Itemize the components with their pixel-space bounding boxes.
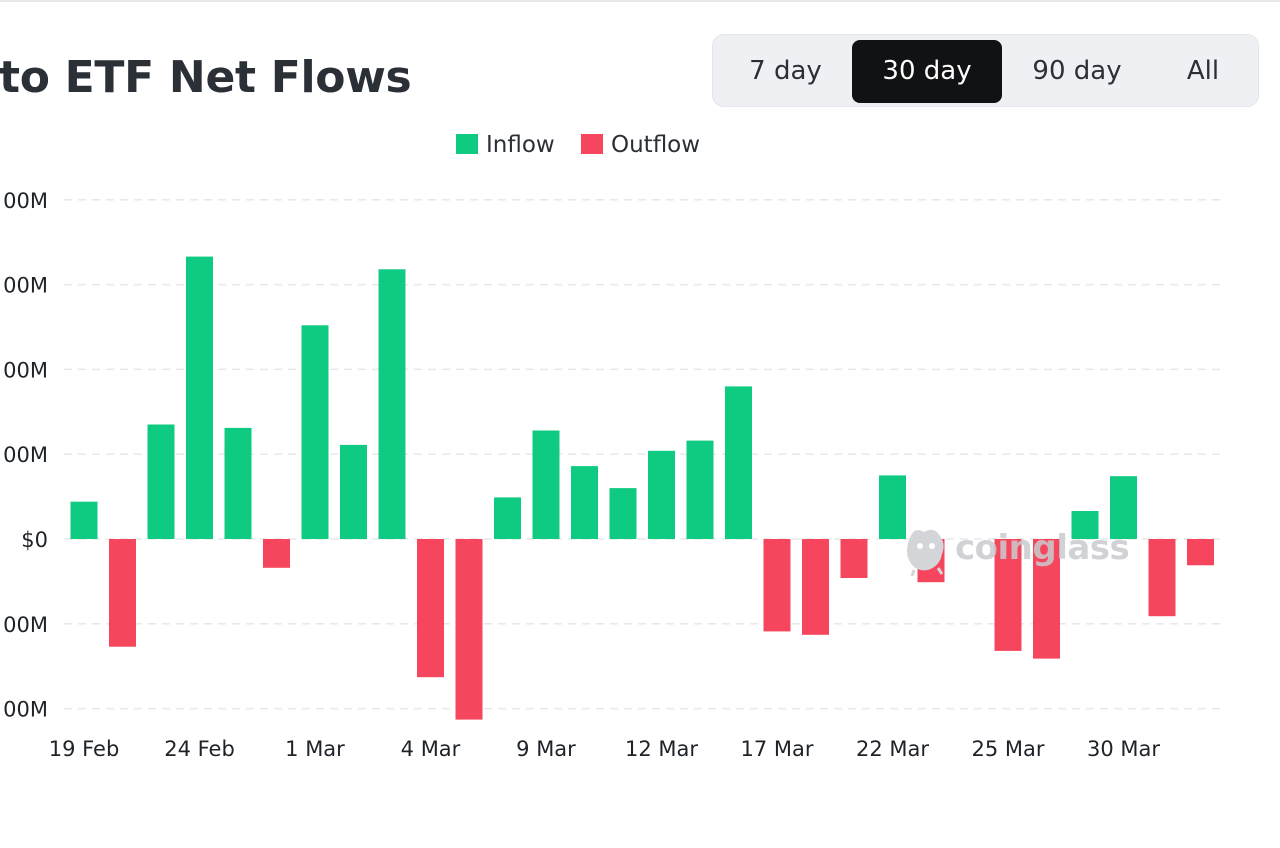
outflow-swatch	[581, 134, 603, 154]
bar-outflow[interactable]	[1148, 539, 1176, 617]
legend-item-inflow[interactable]: Inflow	[456, 130, 555, 160]
bar-inflow[interactable]	[147, 424, 175, 540]
y-tick-label: $0	[21, 528, 48, 552]
bar-inflow[interactable]	[725, 386, 752, 539]
bar-outflow[interactable]	[109, 539, 136, 647]
x-tick-label: 4 Mar	[401, 737, 461, 761]
y-tick-label: 00M	[3, 358, 48, 382]
x-tick-label: 19 Feb	[49, 737, 120, 761]
legend-inflow-label: Inflow	[486, 132, 555, 158]
bar-outflow[interactable]	[917, 539, 945, 583]
bar-outflow[interactable]	[802, 539, 829, 635]
bar-outflow[interactable]	[1033, 539, 1060, 659]
time-range-selector: 7 day 30 day 90 day All	[712, 34, 1259, 107]
bar-inflow[interactable]	[224, 427, 252, 539]
bar-inflow[interactable]	[340, 444, 367, 539]
bar-inflow[interactable]	[1110, 476, 1137, 539]
bar-inflow[interactable]	[609, 488, 637, 539]
bar-outflow[interactable]	[763, 539, 791, 632]
x-tick-label: 25 Mar	[971, 737, 1044, 761]
legend-item-outflow[interactable]: Outflow	[581, 130, 700, 160]
x-tick-label: 24 Feb	[164, 737, 235, 761]
bar-inflow[interactable]	[532, 430, 560, 540]
tab-7-day[interactable]: 7 day	[749, 56, 822, 86]
x-tick-label: 17 Mar	[740, 737, 813, 761]
bar-inflow[interactable]	[301, 325, 329, 539]
bar-inflow[interactable]	[686, 440, 714, 539]
bar-outflow[interactable]	[994, 539, 1022, 651]
y-tick-label: 00M	[3, 443, 48, 467]
bar-inflow[interactable]	[879, 475, 906, 539]
bar-outflow[interactable]	[417, 539, 444, 678]
legend-outflow-label: Outflow	[611, 132, 701, 158]
x-tick-label: 22 Mar	[856, 737, 929, 761]
bar-outflow[interactable]	[1187, 539, 1214, 566]
x-tick-label: 9 Mar	[516, 737, 576, 761]
x-tick-label: 30 Mar	[1087, 737, 1160, 761]
bar-inflow[interactable]	[1071, 511, 1099, 539]
bar-outflow[interactable]	[455, 539, 483, 720]
bar-inflow[interactable]	[186, 256, 213, 539]
bar-inflow[interactable]	[648, 450, 675, 539]
y-tick-label: 00M	[3, 613, 48, 637]
bar-inflow[interactable]	[571, 466, 598, 539]
bar-outflow[interactable]	[840, 539, 868, 578]
tab-all[interactable]: All	[1186, 56, 1220, 86]
tab-90-day[interactable]: 90 day	[1032, 56, 1122, 86]
y-tick-label: 00M	[3, 274, 48, 298]
bar-outflow[interactable]	[263, 539, 290, 568]
bar-inflow[interactable]	[70, 501, 98, 539]
inflow-swatch	[456, 134, 478, 154]
x-tick-label: 12 Mar	[625, 737, 698, 761]
x-tick-label: 1 Mar	[285, 737, 345, 761]
top-divider	[0, 0, 1280, 2]
y-tick-label: 00M	[3, 698, 48, 722]
tab-30-day[interactable]: 30 day	[852, 40, 1002, 103]
page-title: to ETF Net Flows	[0, 52, 412, 103]
y-tick-label: 00M	[3, 189, 48, 213]
bar-inflow[interactable]	[494, 497, 521, 539]
bar-inflow[interactable]	[378, 269, 406, 539]
